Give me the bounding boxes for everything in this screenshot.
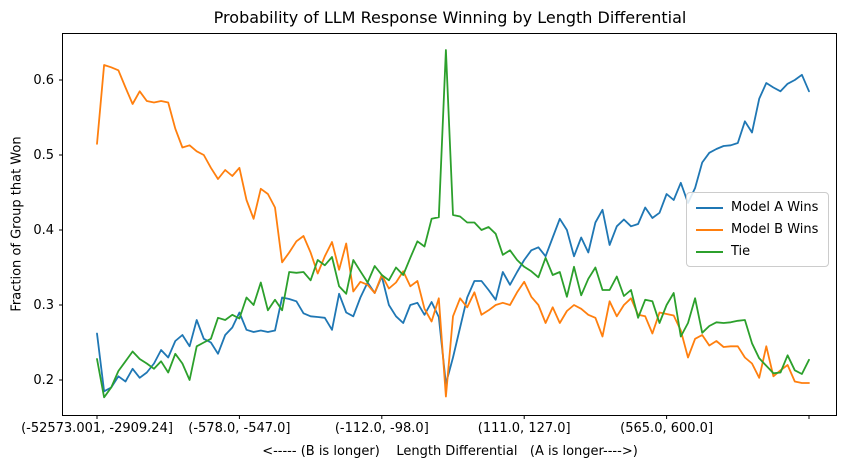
legend-label: Model B Wins	[731, 222, 819, 237]
x-tick-label: (-578.0, -547.0]	[188, 421, 291, 436]
x-tick-label: (-112.0, -98.0]	[334, 421, 429, 436]
line-model-b-wins	[96, 64, 810, 398]
y-tick-label: 0.4	[33, 222, 54, 238]
axes-border	[62, 33, 837, 416]
legend-entry-model-b: Model B Wins	[696, 221, 818, 238]
y-tick-label: 0.2	[33, 372, 54, 388]
chart-title: Probability of LLM Response Winning by L…	[213, 8, 687, 27]
legend-line-swatch-orange	[696, 228, 723, 231]
legend-entry-tie: Tie	[696, 243, 818, 260]
line-tie	[96, 49, 810, 399]
y-tick-label: 0.6	[33, 72, 54, 88]
x-tick-label: (565.0, 600.0]	[620, 421, 714, 436]
legend-label: Model A Wins	[731, 200, 819, 215]
x-tick-label: (111.0, 127.0]	[477, 421, 571, 436]
legend-line-swatch-green	[696, 250, 723, 253]
y-tick-label: 0.3	[33, 297, 54, 313]
legend: Model A Wins Model B Wins Tie	[686, 192, 830, 267]
legend-entry-model-a: Model A Wins	[696, 199, 818, 216]
x-tick-label: (-52573.001, -2909.24]	[21, 421, 173, 436]
legend-label: Tie	[731, 244, 751, 259]
y-tick-label: 0.5	[33, 147, 54, 163]
x-axis-label: <----- (B is longer) Length Differential…	[262, 444, 638, 459]
legend-line-swatch-blue	[696, 206, 723, 209]
